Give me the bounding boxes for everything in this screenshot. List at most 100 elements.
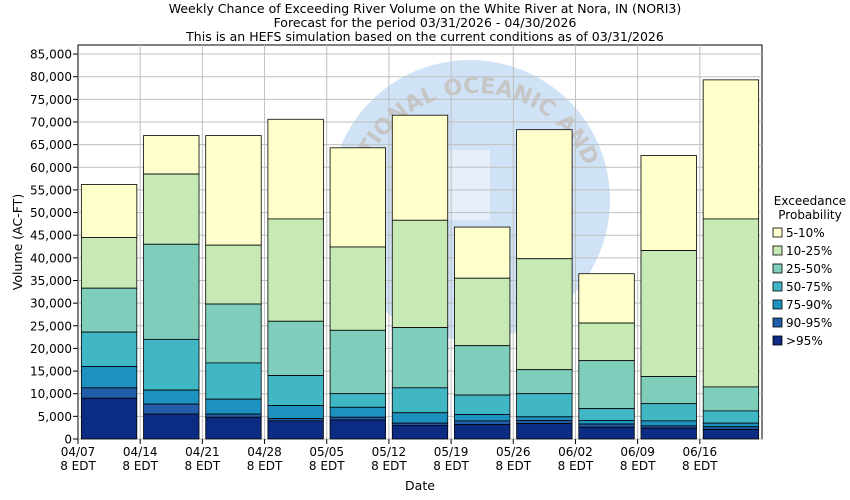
- y-tick-label: 85,000: [30, 48, 72, 62]
- legend-swatch: [772, 245, 783, 256]
- bar-segment: [702, 386, 760, 412]
- legend-swatch: [772, 281, 783, 292]
- legend-title-line-2: Probability: [778, 208, 841, 222]
- bar-segment: [143, 389, 200, 405]
- bar-segment: [702, 429, 760, 440]
- bar-segment: [640, 420, 697, 427]
- x-tick-label-date: 06/16: [683, 445, 718, 459]
- bar-stack: [143, 135, 200, 440]
- bar-segment: [267, 118, 324, 220]
- x-tick-label-date: 06/02: [558, 445, 593, 459]
- legend-entry-label: 90-95%: [786, 316, 832, 330]
- bar-segment: [205, 416, 262, 440]
- bar-segment: [267, 420, 324, 440]
- bar-segment: [516, 258, 573, 371]
- bar-segment: [516, 129, 573, 260]
- legend-swatch: [772, 263, 783, 274]
- bar-segment: [702, 218, 760, 388]
- bar-segment: [143, 135, 200, 175]
- bar-segment: [80, 366, 138, 389]
- y-tick-label: 70,000: [30, 115, 72, 129]
- bar-segment: [80, 331, 138, 367]
- bar-segment: [702, 410, 760, 424]
- y-tick-label: 55,000: [30, 183, 72, 197]
- bar-segment: [516, 420, 573, 425]
- bar-segment: [454, 420, 511, 425]
- bar-segment: [640, 155, 697, 252]
- title-line-1: Weekly Chance of Exceeding River Volume …: [169, 1, 682, 16]
- legend-swatch: [772, 299, 783, 310]
- y-tick-label: 60,000: [30, 161, 72, 175]
- bar-segment: [516, 416, 573, 421]
- x-tick-label-date: 04/28: [247, 445, 282, 459]
- bar-segment: [205, 413, 262, 418]
- x-tick-label-date: 04/14: [123, 445, 158, 459]
- bar-segment: [454, 394, 511, 415]
- bar-segment: [267, 218, 324, 322]
- x-tick-label-time: 8 EDT: [371, 459, 407, 473]
- bar-segment: [454, 424, 511, 440]
- x-tick-label-time: 8 EDT: [620, 459, 656, 473]
- bar-segment: [702, 426, 760, 430]
- bar-segment: [329, 416, 386, 421]
- x-tick-label-time: 8 EDT: [247, 459, 283, 473]
- y-tick-label: 50,000: [30, 206, 72, 220]
- y-tick-label: 15,000: [30, 365, 72, 379]
- y-tick-label: 65,000: [30, 138, 72, 152]
- bar-segment: [267, 320, 324, 376]
- bar-stack: [205, 135, 262, 440]
- legend-entry-label: >95%: [786, 334, 823, 348]
- bar-segment: [80, 184, 138, 238]
- bar-segment: [640, 427, 697, 440]
- x-tick-label-time: 8 EDT: [682, 459, 718, 473]
- bar-segment: [143, 338, 200, 391]
- x-tick-label-time: 8 EDT: [185, 459, 221, 473]
- bar-segment: [80, 387, 138, 399]
- x-tick-label-time: 8 EDT: [122, 459, 158, 473]
- bar-segment: [205, 135, 262, 246]
- bar-segment: [329, 393, 386, 408]
- y-axis-label: Volume (AC-FT): [10, 194, 25, 290]
- bar-stack: [267, 118, 324, 440]
- bar-segment: [702, 422, 760, 428]
- y-tick-label: 80,000: [30, 70, 72, 84]
- bars: [80, 79, 760, 440]
- bar-stack: [640, 155, 697, 440]
- y-tick-label: 25,000: [30, 319, 72, 333]
- bar-segment: [578, 426, 635, 440]
- bar-segment: [80, 287, 138, 333]
- bar-segment: [391, 425, 449, 440]
- bar-segment: [578, 273, 635, 324]
- bar-stack: [80, 184, 138, 440]
- title-line-3: This is an HEFS simulation based on the …: [185, 29, 664, 44]
- bar-segment: [205, 244, 262, 305]
- x-tick-label-time: 8 EDT: [495, 459, 531, 473]
- bar-segment: [454, 414, 511, 422]
- bar-stack: [329, 147, 386, 440]
- legend: Exceedance Probability 5-10% 10-25% 25-50%…: [772, 194, 846, 348]
- x-tick-label-time: 8 EDT: [558, 459, 594, 473]
- legend-entry-label: 10-25%: [786, 244, 832, 258]
- bar-segment: [205, 303, 262, 364]
- bar-segment: [143, 413, 200, 440]
- y-tick-label: 75,000: [30, 93, 72, 107]
- y-tick-label: 35,000: [30, 274, 72, 288]
- bar-segment: [640, 376, 697, 405]
- bar-segment: [391, 412, 449, 424]
- chart-title: Weekly Chance of Exceeding River Volume …: [169, 1, 682, 44]
- bar-segment: [391, 387, 449, 414]
- legend-entry-label: 25-50%: [786, 262, 832, 276]
- bar-segment: [329, 329, 386, 395]
- x-tick-label-date: 05/19: [434, 445, 469, 459]
- legend-title-line-1: Exceedance: [774, 194, 846, 208]
- x-tick-label-date: 05/12: [372, 445, 407, 459]
- bar-stack: [702, 79, 760, 440]
- x-tick-label-date: 06/09: [620, 445, 655, 459]
- bar-segment: [267, 375, 324, 406]
- y-axis: 0 5,000 10,000 15,000 20,000 25,000 30,000 35,0…: [30, 48, 78, 447]
- bar-segment: [391, 114, 449, 221]
- x-tick-label-time: 8 EDT: [309, 459, 345, 473]
- y-tick-label: 20,000: [30, 342, 72, 356]
- bar-segment: [329, 419, 386, 440]
